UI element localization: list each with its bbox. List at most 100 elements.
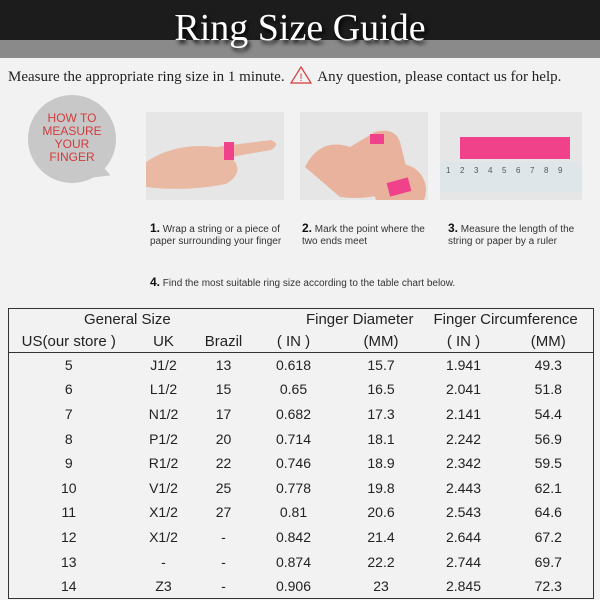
- table-row: 9 R1/2 22 0.746 18.9 2.342 59.5: [9, 451, 594, 476]
- table-cell: 0.618: [275, 357, 312, 374]
- ruler: [440, 162, 582, 192]
- table-cell: 0.714: [275, 430, 312, 447]
- table-cell: -: [221, 553, 226, 570]
- table-cell: 67.2: [534, 528, 562, 545]
- table-cell: X1/2: [149, 504, 178, 521]
- table-cell: 59.5: [534, 455, 562, 472]
- table-cell: 8: [64, 430, 73, 447]
- table-cell: 2.242: [445, 430, 482, 447]
- ruler-number: 3: [474, 166, 479, 175]
- table-cell: 0.906: [275, 577, 312, 594]
- table-cell: -: [161, 553, 166, 570]
- table-cell: 23: [373, 577, 389, 594]
- ruler-number: 9: [558, 166, 563, 175]
- table-cell: 14: [60, 577, 77, 594]
- column-header: ( IN ): [423, 330, 504, 353]
- column-header: (MM): [503, 330, 594, 353]
- table-cell: 0.874: [275, 553, 312, 570]
- ruler-number: 7: [530, 166, 535, 175]
- table-cell: 0.746: [275, 455, 312, 472]
- table-cell: 69.7: [534, 553, 562, 570]
- table-cell: 22.2: [367, 553, 395, 570]
- table-cell: 0.778: [275, 479, 312, 496]
- ruler-number: 8: [544, 166, 549, 175]
- table-cell: 17.3: [367, 405, 395, 422]
- bubble-line: MEASURE: [42, 124, 102, 138]
- bubble-line: HOW TO: [47, 111, 97, 125]
- table-cell: V1/2: [149, 479, 178, 496]
- table-cell: 49.3: [534, 357, 562, 374]
- ruler-number: 5: [502, 166, 507, 175]
- ring-size-table: General Size Finger Diameter Finger Circ…: [8, 308, 594, 599]
- table-row: 13 - - 0.874 22.2 2.744 69.7: [9, 549, 594, 574]
- ruler-number: 6: [516, 166, 521, 175]
- table-cell: 72.3: [534, 577, 562, 594]
- table-row: 6 L1/2 15 0.65 16.5 2.041 51.8: [9, 377, 594, 402]
- table-cell: 5: [64, 357, 73, 374]
- table-cell: 12: [60, 528, 77, 545]
- table-cell: 6: [64, 381, 73, 398]
- table-cell: L1/2: [149, 381, 178, 398]
- photo-mark-point: [300, 112, 428, 200]
- table-cell: N1/2: [148, 405, 179, 422]
- header-band: [0, 40, 600, 58]
- table-cell: 22: [215, 455, 232, 472]
- intro-after: Any question, please contact us for help…: [317, 69, 562, 85]
- table-cell: 2.041: [445, 381, 482, 398]
- svg-text:!: !: [300, 72, 303, 84]
- ruler-number: 2: [460, 166, 465, 175]
- table-cell: 2.744: [445, 553, 482, 570]
- column-header: (MM): [338, 330, 424, 353]
- photo-wrap-finger: [146, 112, 284, 200]
- column-header: US(our store ): [8, 330, 129, 353]
- step-1: 1. Wrap a string or a piece of paper sur…: [150, 221, 282, 247]
- table-row: 11 X1/2 27 0.81 20.6 2.543 64.6: [9, 500, 594, 525]
- table-cell: 1.941: [445, 357, 482, 374]
- table-cell: 2.543: [445, 504, 482, 521]
- table-cell: 0.682: [275, 405, 312, 422]
- table-cell: 13: [215, 357, 232, 374]
- step-3: 3. Measure the length of the string or p…: [448, 221, 575, 247]
- table-cell: 10: [60, 479, 77, 496]
- table-row: 8 P1/2 20 0.714 18.1 2.242 56.9: [9, 426, 594, 451]
- group-finger-circumference: Finger Circumference: [433, 311, 578, 329]
- table-cell: 54.4: [534, 405, 562, 422]
- table-cell: X1/2: [149, 528, 178, 545]
- table-cell: 15.7: [367, 357, 395, 374]
- intro-text: Measure the appropriate ring size in 1 m…: [8, 66, 561, 86]
- table-row: 14 Z3 - 0.906 23 2.845 72.3: [9, 574, 594, 599]
- column-header: Brazil: [198, 330, 249, 353]
- table-cell: J1/2: [150, 357, 177, 374]
- table-cell: 11: [61, 504, 77, 521]
- table-cell: 0.81: [279, 504, 308, 521]
- table-cell: R1/2: [148, 455, 179, 472]
- table-cell: 13: [60, 553, 77, 570]
- table-cell: 18.9: [367, 455, 395, 472]
- table-cell: P1/2: [149, 430, 178, 447]
- table-cell: 9: [64, 455, 73, 472]
- table-row: 7 N1/2 17 0.682 17.3 2.141 54.4: [9, 402, 594, 427]
- table-cell: 0.842: [275, 528, 312, 545]
- step-2: 2. Mark the point where the two ends mee…: [302, 221, 425, 247]
- column-header: UK: [128, 330, 199, 353]
- table-cell: -: [221, 577, 226, 594]
- table-cell: 2.141: [445, 405, 482, 422]
- bubble-line: FINGER: [49, 150, 95, 164]
- table-cell: -: [221, 528, 226, 545]
- table-cell: 64.6: [534, 504, 562, 521]
- table-cell: 2.845: [445, 577, 482, 594]
- table-cell: 7: [64, 405, 73, 422]
- bubble-line: YOUR: [54, 137, 90, 151]
- table-cell: Z3: [155, 577, 172, 594]
- step-4: 4. Find the most suitable ring size acco…: [150, 275, 456, 289]
- header-bar: [0, 0, 600, 40]
- table-cell: 15: [215, 381, 232, 398]
- table-cell: 18.1: [367, 430, 395, 447]
- table-row: 5 J1/2 13 0.618 15.7 1.941 49.3: [9, 353, 594, 378]
- group-general-size: General Size: [84, 311, 171, 329]
- table-cell: 17: [215, 405, 232, 422]
- table-cell: 2.342: [445, 455, 482, 472]
- table-cell: 20.6: [367, 504, 395, 521]
